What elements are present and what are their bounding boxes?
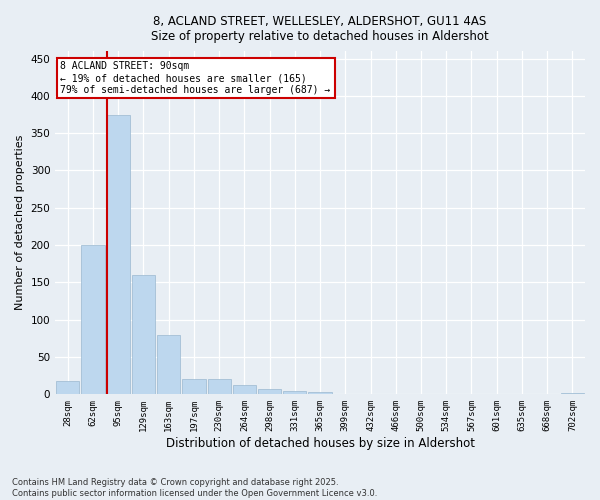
Bar (107, 114, 130, 394)
Bar (258, 389, 281, 394)
Bar (132, 275, 155, 394)
Bar (308, 392, 332, 394)
Text: 8 ACLAND STREET: 90sqm
← 19% of detached houses are smaller (165)
79% of semi-de: 8 ACLAND STREET: 90sqm ← 19% of detached… (61, 62, 331, 94)
Bar (233, 384, 256, 394)
Bar (182, 380, 206, 394)
Y-axis label: Number of detached properties: Number of detached properties (15, 135, 25, 310)
Text: Contains HM Land Registry data © Crown copyright and database right 2025.
Contai: Contains HM Land Registry data © Crown c… (12, 478, 377, 498)
Bar (561, 393, 584, 394)
Bar (56, 381, 79, 394)
Bar (82, 245, 104, 394)
Bar (283, 390, 307, 394)
Title: 8, ACLAND STREET, WELLESLEY, ALDERSHOT, GU11 4AS
Size of property relative to de: 8, ACLAND STREET, WELLESLEY, ALDERSHOT, … (151, 15, 489, 43)
Bar (157, 334, 181, 394)
Bar (208, 380, 231, 394)
X-axis label: Distribution of detached houses by size in Aldershot: Distribution of detached houses by size … (166, 437, 475, 450)
